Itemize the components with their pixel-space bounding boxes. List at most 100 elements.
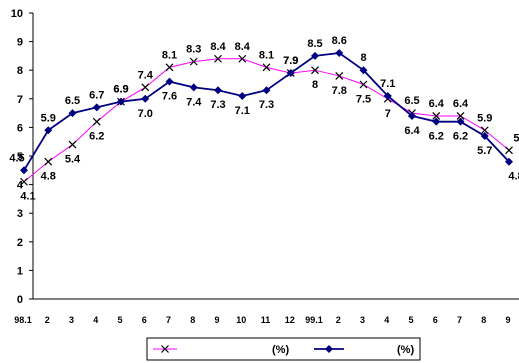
x-marker	[20, 177, 28, 186]
y-tick-label: 7	[17, 94, 23, 106]
x-marker	[44, 157, 53, 166]
x-marker-stroke	[214, 54, 222, 63]
diamond-marker	[456, 117, 465, 126]
data-label-s2: 7.9	[283, 55, 298, 67]
x-marker	[238, 54, 247, 63]
diamond-marker	[92, 103, 101, 112]
series-line	[23, 52, 510, 171]
data-label-s1: 8	[312, 79, 318, 91]
x-marker-stroke	[189, 57, 198, 66]
chart-legend: (%) (%)	[146, 337, 421, 361]
x-marker-stroke	[161, 345, 169, 353]
diamond-marker	[44, 126, 53, 135]
x-marker-stroke	[505, 146, 513, 155]
x-tick-label: 8	[190, 315, 195, 325]
diamond-marker	[335, 49, 344, 58]
y-tick-label: 5	[17, 151, 23, 163]
x-marker-stroke	[141, 83, 150, 92]
x-marker	[505, 146, 513, 155]
diamond-marker	[408, 111, 416, 120]
data-label-s2: 7.1	[380, 78, 395, 90]
chart-series	[20, 49, 513, 186]
diamond-marker	[262, 86, 271, 95]
x-marker	[480, 126, 489, 135]
y-tick-label: 4	[17, 180, 24, 192]
x-marker	[161, 345, 169, 353]
data-label-s2: 6.9	[113, 84, 128, 96]
data-label-s2: 8.6	[332, 35, 347, 47]
diamond-marker	[117, 97, 125, 106]
x-marker	[456, 112, 465, 120]
data-label-s2: 6.7	[89, 89, 104, 101]
data-label-s1: 8.1	[259, 49, 274, 61]
data-label-s2: 7.6	[162, 91, 177, 103]
data-label-s1: 6.4	[429, 98, 445, 110]
data-label-s2: 4.8	[508, 171, 519, 183]
x-marker	[262, 63, 271, 72]
x-tick-label: 4	[384, 315, 389, 325]
x-marker-stroke	[359, 80, 368, 89]
data-label-s2: 7.3	[210, 99, 225, 111]
data-label-s2: 7.1	[235, 105, 250, 117]
diamond-marker	[359, 66, 368, 75]
y-tick-label: 6	[17, 122, 23, 134]
x-marker-stroke	[335, 71, 344, 80]
data-label-s2: 6.2	[429, 131, 444, 143]
x-axis-ticks: 98.1 2 3 4 5 6 7 8 9 10 11 12 99.1 2 3 4 5 6 7 8 9	[14, 315, 510, 325]
x-marker	[359, 80, 368, 89]
data-label-s2: 8.5	[307, 38, 322, 50]
data-label-s1: 7.4	[138, 69, 154, 81]
diamond-marker	[286, 69, 295, 78]
data-label-s2: 7.0	[138, 108, 153, 120]
y-tick-label: 3	[17, 208, 23, 220]
x-tick-label: 7	[166, 315, 171, 325]
x-tick-label: 5	[408, 315, 413, 325]
diamond-marker	[311, 51, 319, 60]
data-label-s1: 8.4	[210, 41, 226, 53]
chart-axes	[32, 13, 519, 300]
data-label-s2: 8	[360, 52, 366, 64]
x-tick-label: 3	[69, 315, 74, 325]
x-tick-label: 6	[142, 315, 147, 325]
x-marker	[432, 112, 441, 120]
data-label-s1: 7.5	[356, 94, 371, 106]
data-label-s1: 5.9	[477, 112, 492, 124]
y-axis-ticks: 0 1 2 3 4 5 6 7 8 9 10	[11, 8, 33, 306]
data-label-s1: 7	[385, 108, 391, 120]
x-tick-label: 8	[481, 315, 486, 325]
x-tick-label: 3	[360, 315, 365, 325]
x-tick-label: 2	[45, 315, 50, 325]
y-tick-label: 10	[11, 8, 23, 20]
x-tick-label: 10	[236, 315, 246, 325]
data-label-s1: 8.3	[186, 44, 201, 56]
x-marker-stroke	[311, 66, 319, 75]
diamond-marker	[325, 345, 333, 353]
x-tick-label: 98.1	[14, 315, 32, 325]
x-marker-stroke	[480, 126, 489, 135]
x-tick-label: 12	[285, 315, 295, 325]
data-label-s1: 6.2	[89, 131, 104, 143]
x-tick-label: 6	[433, 315, 438, 325]
x-marker-stroke	[68, 140, 77, 149]
x-marker-stroke	[165, 63, 174, 72]
x-tick-label: 11	[261, 315, 271, 325]
data-labels: 4.1 4.8 5.4 6.2 6.9 7.4 8.1 8.3 8.4 8.4 8.1 7.9 8 7.8…	[9, 35, 519, 203]
data-label-s2: 5.9	[41, 112, 56, 124]
legend-suffix-s2: (%)	[397, 344, 414, 356]
diamond-marker	[432, 117, 441, 126]
data-label-s2: 6.2	[453, 131, 468, 143]
x-marker-stroke	[92, 117, 101, 126]
data-label-s1: 8.1	[162, 49, 177, 61]
x-tick-label: 9	[505, 315, 510, 325]
series-2	[20, 49, 513, 175]
data-label-s1: 7.8	[332, 85, 347, 97]
data-label-s2: 6.5	[65, 95, 80, 107]
x-marker	[68, 140, 77, 149]
data-label-s2: 4.5	[9, 152, 24, 164]
data-label-s1: 6.4	[453, 98, 469, 110]
diamond-marker	[505, 157, 513, 166]
diamond-marker	[141, 94, 150, 103]
x-marker	[92, 117, 101, 126]
data-label-s1: 7.9	[283, 55, 298, 67]
